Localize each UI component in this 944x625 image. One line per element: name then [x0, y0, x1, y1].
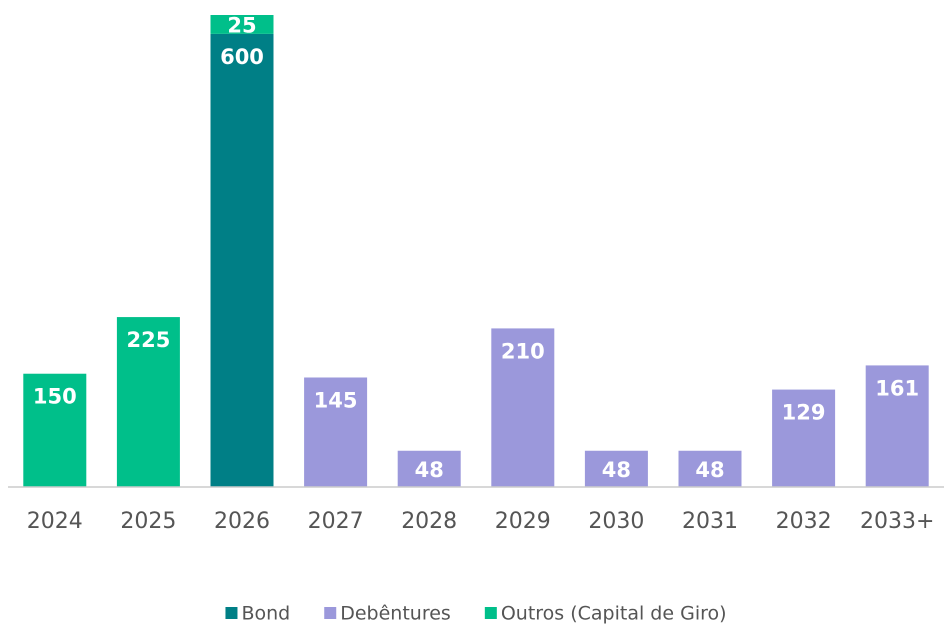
data-label: 145	[314, 388, 358, 412]
bar	[491, 328, 555, 487]
bar	[865, 365, 929, 487]
bar	[23, 373, 87, 487]
bar	[210, 15, 274, 34]
data-label: 25	[227, 13, 256, 37]
x-tick-label: 2024	[27, 509, 83, 534]
x-tick-label: 2033+	[860, 509, 934, 534]
bar	[397, 450, 461, 487]
bar	[584, 450, 648, 487]
data-label: 600	[220, 45, 264, 69]
bar	[678, 450, 742, 487]
bar	[210, 33, 274, 487]
legend-label: Bond	[241, 603, 290, 625]
x-tick-label: 2028	[401, 509, 457, 534]
data-label: 161	[875, 376, 919, 400]
legend-swatch	[225, 607, 238, 619]
data-label: 150	[33, 385, 77, 409]
data-label: 48	[602, 458, 631, 482]
x-tick-label: 2031	[682, 509, 738, 534]
data-label: 48	[695, 458, 724, 482]
x-tick-label: 2029	[495, 509, 551, 534]
legend-swatch	[324, 607, 337, 619]
x-tick-label: 2026	[214, 509, 270, 534]
legend-label: Debêntures	[340, 603, 451, 625]
legend-label: Outros (Capital de Giro)	[501, 603, 727, 625]
data-label: 210	[501, 339, 545, 363]
x-tick-label: 2025	[120, 509, 176, 534]
x-tick-label: 2027	[308, 509, 364, 534]
data-label: 129	[782, 401, 826, 425]
x-tick-label: 2032	[776, 509, 832, 534]
bar	[304, 377, 368, 487]
data-label: 225	[126, 328, 170, 352]
legend-swatch	[484, 607, 497, 619]
x-tick-label: 2030	[588, 509, 644, 534]
bar	[772, 389, 836, 487]
bar	[116, 317, 180, 487]
data-label: 48	[415, 458, 444, 482]
